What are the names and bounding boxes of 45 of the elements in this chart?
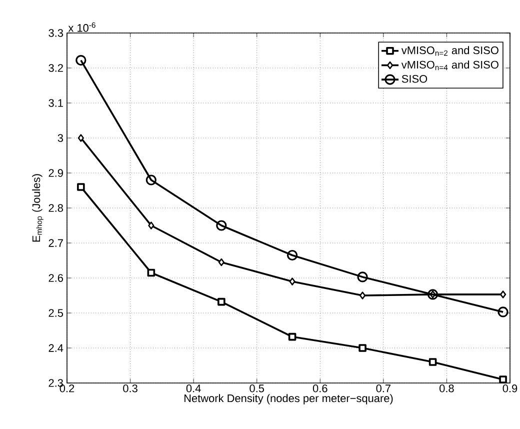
point [76, 54, 86, 66]
point [289, 278, 296, 286]
x-tick-label: 0.5 [250, 384, 264, 392]
x-tick-label: 0.7 [376, 384, 390, 392]
x-tick-label: 0.3 [123, 384, 138, 392]
y-tick-label: 3.3 [48, 29, 63, 37]
x-axis-title: Network Density (nodes per meter−square) [184, 394, 393, 404]
y-tick-label: 2.9 [48, 169, 63, 177]
y-tick-label: 2.8 [48, 204, 63, 212]
x-tick-label: 0.6 [312, 384, 328, 392]
y-axis-title: E$_{mhop}$ (Joules) [32, 174, 44, 242]
point [77, 183, 85, 191]
point [498, 306, 508, 318]
point [147, 268, 156, 277]
point [218, 258, 224, 266]
point [357, 272, 368, 282]
point [428, 358, 437, 366]
point [216, 220, 227, 231]
point [148, 222, 154, 230]
point [78, 134, 84, 142]
point [427, 289, 438, 300]
point [499, 376, 507, 384]
y-tick-label: 2.4 [48, 344, 64, 352]
y-tick-label: 2.3 [48, 379, 63, 387]
point [500, 290, 506, 298]
legend-label: SISO [402, 74, 428, 83]
point [358, 344, 366, 352]
y-tick-label: 2.6 [48, 274, 63, 282]
point [218, 298, 226, 306]
x-tick-label: 0.9 [502, 384, 518, 392]
y-tick-label: 2.5 [48, 309, 64, 317]
y-tick-label: 2.7 [48, 239, 63, 247]
x-tick-label: 0.2 [60, 384, 74, 392]
y-tick-label: 3 [58, 134, 63, 142]
text: x 10$^{-6}$ [68, 22, 96, 32]
point [288, 332, 296, 341]
point [146, 174, 156, 186]
point [286, 250, 298, 261]
y-tick-label: 3.2 [48, 64, 63, 72]
x-tick-label: 0.4 [186, 384, 201, 392]
legend-label: vMISO$_{n=2}$ and SISO [401, 46, 498, 56]
point [359, 292, 366, 300]
legend-label: vMISO$_{n=4}$ and SISO [401, 60, 498, 70]
x-tick-label: 0.8 [440, 384, 454, 392]
y-tick-label: 3.1 [48, 99, 63, 107]
